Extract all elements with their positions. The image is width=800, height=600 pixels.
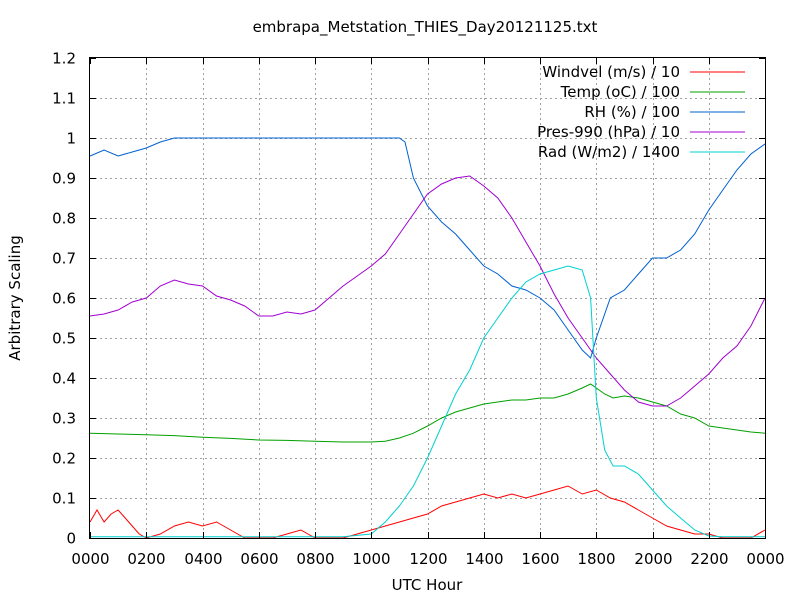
series-line-3 — [89, 175, 766, 407]
y-tick-label: 1 — [66, 130, 76, 148]
legend-label: Temp (oC) / 100 — [560, 83, 680, 101]
y-tick-label: 0.2 — [52, 450, 76, 468]
x-tick-label: 0200 — [127, 550, 165, 568]
y-tick-label: 0.6 — [52, 290, 76, 308]
y-tick-label: 0.8 — [52, 210, 76, 228]
series-line-2 — [89, 137, 766, 359]
x-tick-label: 0600 — [240, 550, 278, 568]
y-tick-label: 0.9 — [52, 170, 76, 188]
y-tick-label: 0.4 — [52, 370, 76, 388]
x-tick-label: 1800 — [577, 550, 615, 568]
x-tick-label: 1600 — [521, 550, 559, 568]
legend-label: Windvel (m/s) / 10 — [542, 63, 680, 81]
x-tick-label: 1000 — [352, 550, 390, 568]
legend-label: Pres-990 (hPa) / 10 — [537, 123, 680, 141]
y-tick-label: 0.7 — [52, 250, 76, 268]
series-group — [89, 137, 766, 539]
x-tick-label: 0400 — [184, 550, 222, 568]
y-tick-label: 0.5 — [52, 330, 76, 348]
series-line-1 — [89, 383, 766, 443]
chart-title: embrapa_Metstation_THIES_Day20121125.txt — [253, 18, 598, 37]
x-axis-label: UTC Hour — [392, 576, 463, 594]
y-tick-label: 0 — [66, 530, 76, 548]
series-line-4 — [90, 265, 765, 538]
y-axis-ticks: 0 0.1 0.2 0.3 0.4 0.5 0.6 0.7 0.8 0.9 1 1.1 1.2 — [52, 50, 765, 548]
x-axis-ticks: 0000 0200 0400 0600 0800 1000 1200 1400 1600 1800… — [71, 58, 785, 568]
x-tick-label: 0000 — [746, 550, 784, 568]
y-axis-label: Arbitrary Scaling — [6, 235, 24, 361]
plot-frame — [89, 57, 766, 539]
x-tick-label: 2000 — [634, 550, 672, 568]
series-line-0 — [89, 485, 766, 539]
legend-label: RH (%) / 100 — [584, 103, 680, 121]
x-tick-label: 2200 — [690, 550, 728, 568]
legend: Windvel (m/s) / 10 Temp (oC) / 100 RH (%) … — [537, 63, 745, 161]
y-tick-label: 0.3 — [52, 410, 76, 428]
y-tick-label: 0.1 — [52, 490, 76, 508]
x-tick-label: 1400 — [465, 550, 503, 568]
legend-label: Rad (W/m2) / 1400 — [538, 143, 680, 161]
x-tick-label: 0800 — [296, 550, 334, 568]
x-tick-label: 0000 — [71, 550, 109, 568]
y-tick-label: 1.2 — [52, 50, 76, 68]
x-tick-label: 1200 — [409, 550, 447, 568]
y-tick-label: 1.1 — [52, 90, 76, 108]
